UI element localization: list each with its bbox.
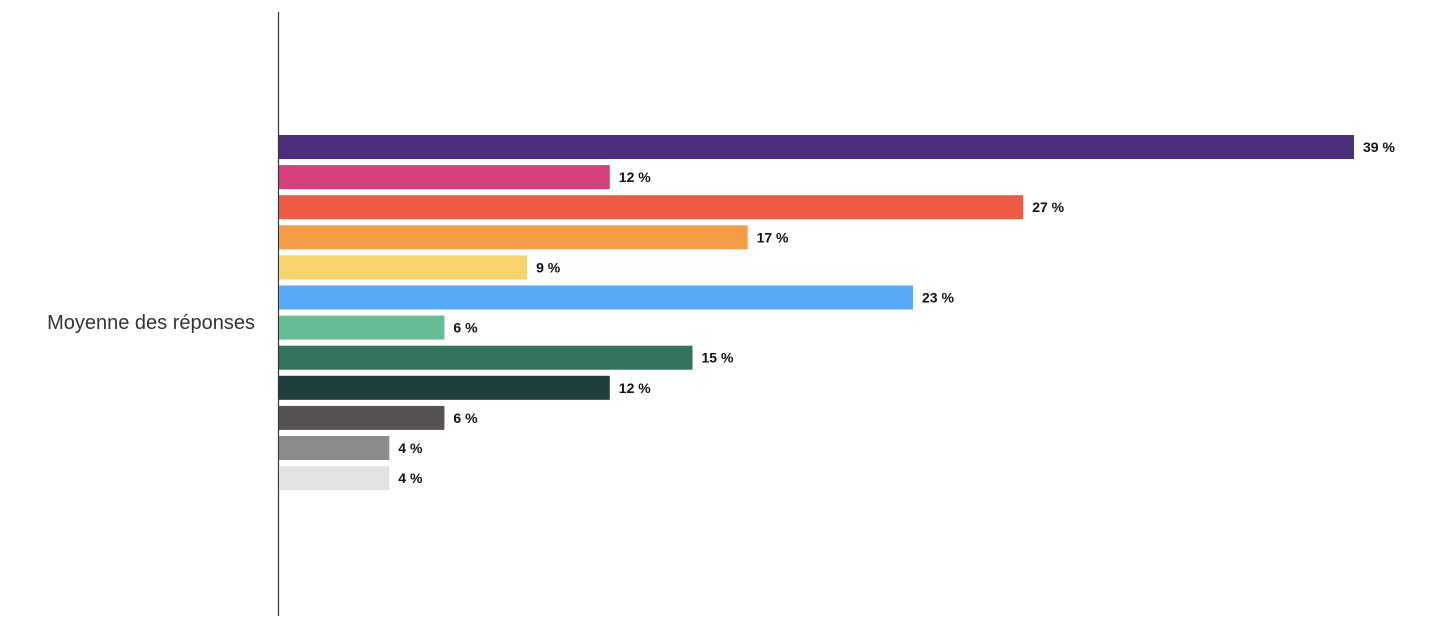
- bar-value-label-7: 6 %: [453, 320, 478, 336]
- category-label: Moyenne des réponses: [47, 312, 255, 334]
- bar-1: [279, 135, 1354, 159]
- bar-value-label-4: 17 %: [757, 229, 789, 245]
- bar-value-label-2: 12 %: [619, 169, 651, 185]
- bar-11: [279, 436, 390, 460]
- bar-10: [279, 405, 445, 430]
- bar-value-label-6: 23 %: [922, 290, 954, 306]
- bar-value-label-1: 39 %: [1363, 139, 1395, 155]
- bar-5: [279, 255, 528, 280]
- bar-3: [279, 195, 1024, 220]
- bar-12: [279, 466, 390, 491]
- bar-4: [279, 225, 748, 250]
- bar-value-label-10: 6 %: [453, 410, 478, 426]
- bar-8: [279, 345, 693, 370]
- bar-value-label-9: 12 %: [619, 380, 651, 396]
- bar-value-label-3: 27 %: [1032, 199, 1064, 215]
- bar-value-label-8: 15 %: [702, 350, 734, 366]
- bar-value-label-12: 4 %: [398, 470, 423, 486]
- bar-7: [279, 315, 445, 340]
- bar-value-label-5: 9 %: [536, 259, 561, 275]
- bar-value-label-11: 4 %: [398, 440, 423, 456]
- bar-group: 39 % 12 % 27 % 17 % 9 % 23 % 6 % 15 % 12 % 6 % 4 %…: [279, 135, 1395, 491]
- bar-9: [279, 375, 610, 400]
- bar-6: [279, 285, 913, 310]
- bar-2: [279, 165, 610, 190]
